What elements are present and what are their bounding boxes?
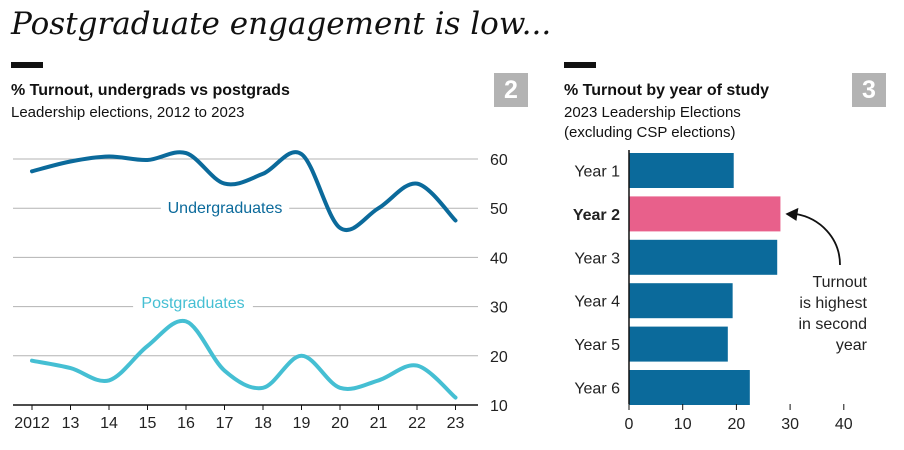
x-tick-label: 17 <box>216 415 234 432</box>
right-chart-title: % Turnout by year of study <box>564 82 770 99</box>
x-tick-label: 20 <box>331 415 349 432</box>
undergraduates-line <box>30 150 458 232</box>
bar <box>629 326 728 362</box>
postgraduates-label-bg <box>133 293 253 313</box>
y-tick-label: 50 <box>490 201 508 218</box>
x-tick-label: 15 <box>139 415 157 432</box>
right-chart-subtitle-2: (excluding CSP elections) <box>564 124 736 141</box>
bar <box>629 196 781 232</box>
bar <box>629 370 750 405</box>
category-label: Year 2 <box>573 207 620 224</box>
undergraduates-label-bg <box>160 198 290 218</box>
category-label: Year 3 <box>574 250 620 267</box>
x-tick-label: 21 <box>370 415 388 432</box>
right-title-rule <box>564 62 596 68</box>
category-label: Year 1 <box>574 164 620 181</box>
category-label: Year 4 <box>574 294 620 311</box>
x-tick-label: 18 <box>254 415 272 432</box>
y-tick-label: 10 <box>490 398 508 415</box>
x-tick-label: 30 <box>781 416 799 433</box>
x-tick-label: 40 <box>835 416 853 433</box>
postgraduates-label: Postgraduates <box>141 295 244 312</box>
headline: Postgraduate engagement is low... <box>11 6 552 42</box>
annotation-text: Turnout is highest in second year <box>799 274 868 354</box>
annotation-arrowhead <box>785 207 799 221</box>
x-tick-label: 2012 <box>14 415 50 432</box>
left-chart-subtitle: Leadership elections, 2012 to 2023 <box>11 104 245 121</box>
x-tick-label: 22 <box>408 415 426 432</box>
bar <box>629 239 778 275</box>
y-tick-label: 30 <box>490 300 508 317</box>
x-tick-label: 16 <box>177 415 195 432</box>
x-tick-label: 10 <box>674 416 692 433</box>
left-chart-title: % Turnout, undergrads vs postgrads <box>11 82 290 99</box>
x-tick-label: 14 <box>100 415 118 432</box>
left-title-rule <box>11 62 43 68</box>
bar <box>629 153 734 188</box>
x-tick-label: 20 <box>728 416 746 433</box>
bar <box>629 283 733 319</box>
x-tick-label: 19 <box>293 415 311 432</box>
x-tick-label: 0 <box>625 416 634 433</box>
y-tick-label: 40 <box>490 250 508 267</box>
annotation-arrow <box>795 213 841 266</box>
postgraduates-line <box>30 318 458 400</box>
undergraduates-label: Undergraduates <box>168 200 283 217</box>
right-chart-badge: 3 <box>852 73 886 107</box>
x-tick-label: 13 <box>62 415 80 432</box>
category-label: Year 6 <box>574 381 620 398</box>
right-chart-subtitle-1: 2023 Leadership Elections <box>564 104 741 121</box>
y-tick-label: 20 <box>490 349 508 366</box>
left-chart-badge: 2 <box>494 73 528 107</box>
y-tick-label: 60 <box>490 152 508 169</box>
x-tick-label: 23 <box>447 415 465 432</box>
category-label: Year 5 <box>574 337 620 354</box>
